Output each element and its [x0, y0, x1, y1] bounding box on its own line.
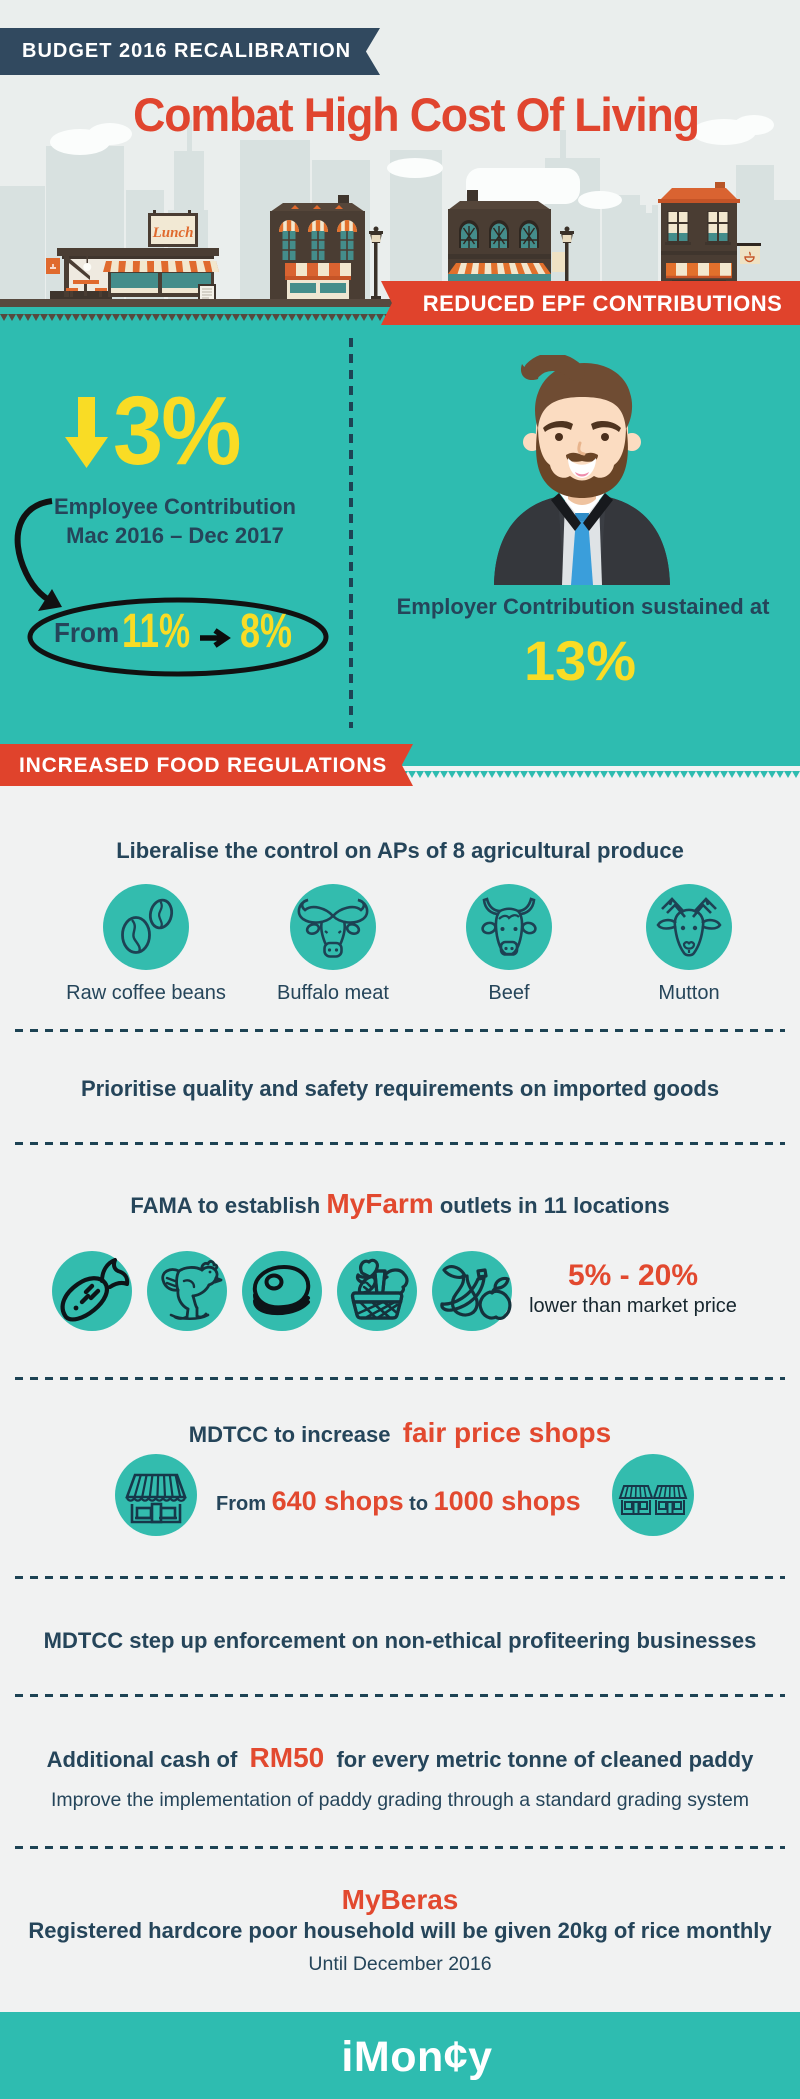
svg-text:Lunch: Lunch: [152, 225, 194, 241]
